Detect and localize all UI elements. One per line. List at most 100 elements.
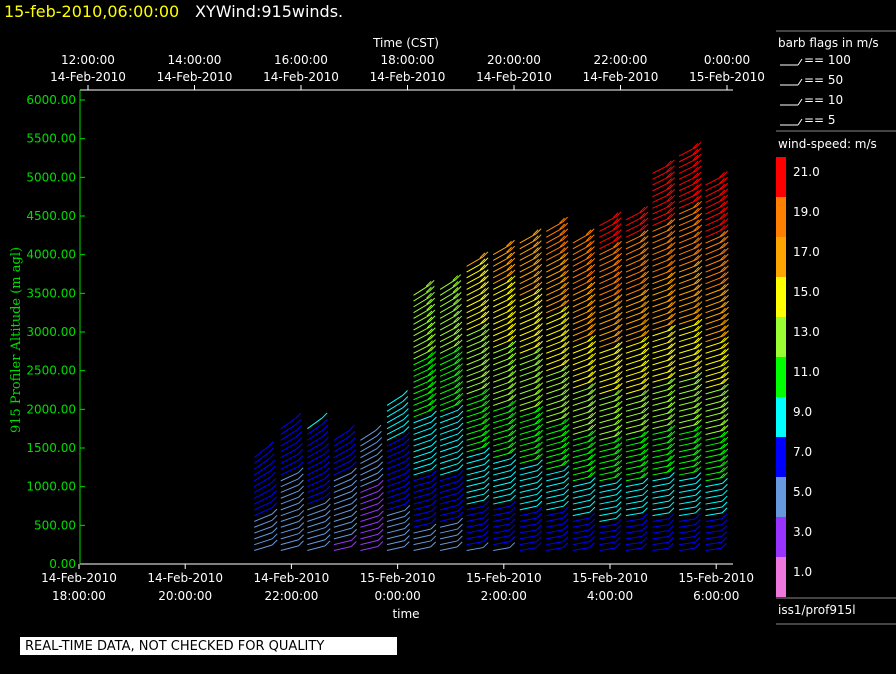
wind-barb-staff bbox=[492, 321, 511, 331]
top-tick-date: 14-Feb-2010 bbox=[263, 70, 339, 84]
wind-barb-feather bbox=[537, 340, 543, 347]
wind-barb-feather bbox=[693, 302, 700, 308]
wind-barb-feather bbox=[510, 388, 517, 394]
wind-barb-staff bbox=[599, 316, 618, 325]
wind-barb-feather bbox=[720, 366, 726, 373]
wind-barb-feather bbox=[587, 312, 593, 318]
wind-barb-feather bbox=[589, 512, 596, 519]
wind-barb-staff bbox=[493, 499, 511, 505]
wind-barb-feather bbox=[669, 194, 676, 201]
wind-barb-feather bbox=[640, 260, 646, 266]
wind-barb-feather bbox=[694, 525, 701, 531]
wind-barb-staff bbox=[492, 304, 511, 314]
wind-barb-feather bbox=[613, 454, 620, 461]
y-tick-label: 3000.00 bbox=[26, 325, 76, 339]
wind-barb-staff bbox=[439, 522, 458, 528]
wind-barb-feather bbox=[640, 283, 647, 290]
wind-barb-feather bbox=[533, 247, 539, 253]
wind-barb-feather bbox=[483, 500, 490, 507]
wind-barb-staff bbox=[413, 469, 432, 476]
wind-barb-feather bbox=[640, 295, 647, 302]
wind-barb-feather bbox=[429, 303, 436, 310]
wind-barb-feather bbox=[457, 482, 464, 488]
wind-barb-staff bbox=[439, 492, 459, 499]
wind-barb-staff bbox=[519, 286, 538, 296]
wind-barb-feather bbox=[510, 453, 517, 460]
wind-barb-feather bbox=[536, 500, 543, 507]
wind-barb-feather bbox=[563, 471, 570, 477]
wind-barb-feather bbox=[616, 406, 623, 413]
wind-barb-staff bbox=[333, 539, 352, 546]
wind-barb-staff bbox=[439, 332, 458, 343]
wind-barb-staff bbox=[386, 455, 405, 464]
wind-barb-feather bbox=[296, 431, 303, 437]
wind-barb-staff bbox=[386, 395, 403, 406]
wind-barb-feather bbox=[350, 461, 357, 468]
wind-barb-feather bbox=[696, 295, 703, 302]
wind-barb-feather bbox=[298, 522, 305, 528]
wind-barb-feather bbox=[720, 337, 726, 344]
wind-barb-staff bbox=[466, 268, 484, 279]
wind-barb-staff bbox=[572, 547, 590, 551]
wind-barb-feather bbox=[722, 448, 729, 455]
wind-barb-feather bbox=[616, 276, 623, 283]
wind-barb-feather bbox=[298, 479, 304, 486]
wind-barb-feather bbox=[481, 347, 487, 354]
wind-barb-feather bbox=[587, 347, 594, 354]
wind-barb-staff bbox=[413, 427, 432, 435]
wind-barb-feather bbox=[430, 357, 437, 363]
wind-barb-feather bbox=[615, 211, 622, 218]
wind-barb-feather bbox=[668, 519, 675, 526]
wind-barb-staff bbox=[307, 460, 325, 470]
wind-barb-feather bbox=[507, 436, 514, 443]
wind-barb-staff bbox=[466, 475, 485, 482]
wind-barb-feather bbox=[484, 435, 490, 442]
wind-barb-feather bbox=[669, 442, 676, 449]
wind-barb-feather bbox=[589, 240, 595, 246]
wind-barb-feather bbox=[483, 322, 490, 329]
wind-barb-feather bbox=[587, 448, 593, 455]
wind-barb-feather bbox=[722, 170, 728, 177]
wind-barb-feather bbox=[562, 240, 569, 247]
wind-barb-feather bbox=[721, 507, 728, 514]
wind-barb-feather bbox=[324, 522, 331, 528]
wind-barb-staff bbox=[546, 381, 565, 389]
wind-barb-feather bbox=[720, 307, 726, 314]
wind-barb-feather bbox=[616, 270, 623, 277]
wind-barb-feather bbox=[613, 443, 620, 449]
bottom-axis-ticks: 14-Feb-201018:00:0014-Feb-201020:00:0014… bbox=[41, 564, 754, 603]
wind-barb-staff bbox=[599, 352, 618, 360]
wind-barb-feather bbox=[590, 459, 596, 466]
wind-barb-feather bbox=[482, 269, 489, 276]
wind-barb-feather bbox=[612, 212, 619, 219]
wind-barb-feather bbox=[507, 389, 514, 395]
wind-barb-feather bbox=[613, 466, 620, 473]
wind-barb-feather bbox=[563, 400, 570, 406]
wind-barb-staff bbox=[546, 357, 565, 366]
wind-barb-staff bbox=[678, 500, 696, 505]
wind-barb-feather bbox=[510, 429, 517, 436]
wind-barb-staff bbox=[439, 374, 458, 383]
wind-barb-feather bbox=[403, 438, 410, 445]
wind-barb-feather bbox=[456, 535, 463, 542]
wind-barb-staff bbox=[360, 533, 379, 540]
wind-barb-staff bbox=[466, 398, 485, 406]
wind-barb-feather bbox=[532, 229, 539, 236]
wind-barb-staff bbox=[333, 490, 352, 499]
barb-legend-flag bbox=[797, 58, 803, 66]
wind-barb-feather bbox=[695, 142, 702, 148]
wind-barb-staff bbox=[413, 433, 432, 441]
wind-barb-staff bbox=[546, 387, 565, 395]
wind-barb-feather bbox=[696, 436, 702, 443]
wind-barb-feather bbox=[404, 504, 411, 511]
wind-barb-feather bbox=[721, 513, 728, 520]
wind-barb-feather bbox=[640, 348, 647, 355]
wind-barb-feather bbox=[640, 354, 647, 361]
wind-barb-feather bbox=[480, 288, 486, 294]
speed-legend-swatch bbox=[776, 197, 786, 237]
wind-barb-feather bbox=[376, 443, 383, 449]
wind-barb-feather bbox=[351, 498, 358, 504]
wind-barb-feather bbox=[430, 392, 437, 399]
wind-barb-feather bbox=[589, 269, 596, 276]
wind-barb-staff bbox=[439, 486, 459, 493]
